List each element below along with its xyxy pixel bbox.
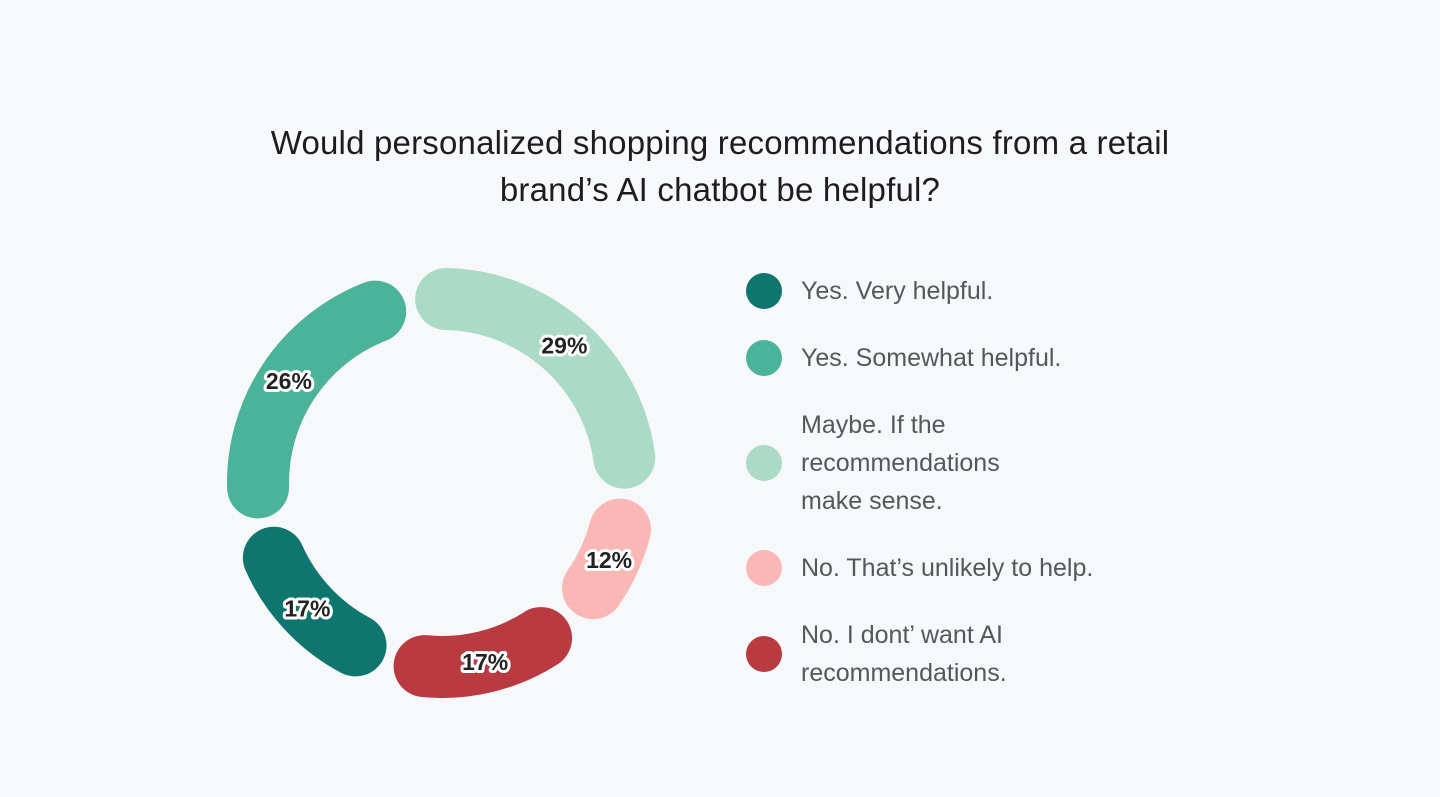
donut-segment-maybe bbox=[415, 268, 656, 489]
legend-color-dot-no-unlikely bbox=[746, 550, 782, 586]
chart-legend: Yes. Very helpful. Yes. Somewhat helpful.… bbox=[746, 272, 1093, 692]
legend-label-line: Yes. Somewhat helpful. bbox=[801, 344, 1062, 372]
legend-item-no-dont-want: No. I dont’ want AI recommendations. bbox=[746, 616, 1093, 692]
chart-title: Would personalized shopping recommendati… bbox=[0, 119, 1440, 213]
legend-color-dot-no-dont-want bbox=[746, 636, 782, 672]
chart-title-line-2: brand’s AI chatbot be helpful? bbox=[499, 171, 941, 209]
legend-label-line: No. That’s unlikely to help. bbox=[801, 554, 1094, 582]
segment-value-label-no-dont-want: 17% bbox=[462, 649, 508, 675]
segment-value-label-yes-very: 17% bbox=[284, 595, 330, 621]
donut-segment-no-unlikely bbox=[562, 498, 652, 620]
donut-segment-no-dont-want bbox=[393, 607, 573, 698]
legend-label-line: recommendations. bbox=[801, 659, 1007, 687]
legend-label-line: Maybe. If the bbox=[801, 411, 946, 439]
legend-color-dot-maybe bbox=[746, 445, 782, 481]
legend-item-label-yes-very: Yes. Very helpful. bbox=[801, 272, 993, 310]
legend-label-line: No. I dont’ want AI bbox=[801, 621, 1003, 649]
donut-chart: 29% 12% 17% 17% 26% bbox=[227, 268, 656, 698]
legend-item-no-unlikely: No. That’s unlikely to help. bbox=[746, 549, 1093, 587]
legend-color-dot-yes-very bbox=[746, 273, 782, 309]
segment-value-label-no-unlikely: 12% bbox=[586, 547, 632, 573]
legend-item-label-maybe: Maybe. If the recommendations make sense. bbox=[801, 406, 1000, 520]
legend-label-line: Yes. Very helpful. bbox=[801, 277, 994, 305]
legend-item-label-no-unlikely: No. That’s unlikely to help. bbox=[801, 549, 1093, 587]
legend-item-yes-somewhat: Yes. Somewhat helpful. bbox=[746, 339, 1093, 377]
legend-label-line: recommendations bbox=[801, 449, 1000, 477]
segment-value-label-maybe: 29% bbox=[541, 333, 587, 359]
legend-item-yes-very: Yes. Very helpful. bbox=[746, 272, 1093, 310]
segment-value-label-yes-somewhat: 26% bbox=[266, 368, 312, 394]
legend-item-label-no-dont-want: No. I dont’ want AI recommendations. bbox=[801, 616, 1007, 692]
legend-item-label-yes-somewhat: Yes. Somewhat helpful. bbox=[801, 339, 1061, 377]
legend-label-line: make sense. bbox=[801, 487, 943, 515]
legend-item-maybe: Maybe. If the recommendations make sense. bbox=[746, 406, 1093, 520]
legend-color-dot-yes-somewhat bbox=[746, 340, 782, 376]
donut-segment-yes-very bbox=[242, 526, 387, 677]
donut-segment-yes-somewhat bbox=[227, 280, 407, 519]
chart-title-line-1: Would personalized shopping recommendati… bbox=[270, 124, 1170, 162]
